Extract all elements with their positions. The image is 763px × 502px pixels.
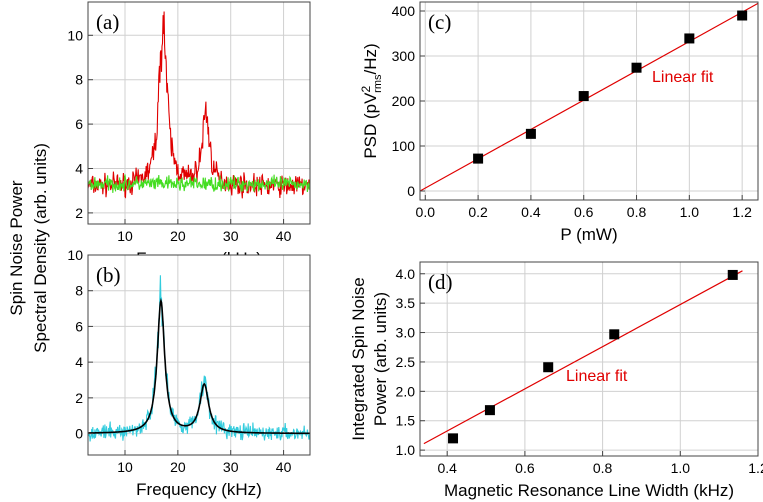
y-tick-label: 2 [75,390,83,406]
data-point [543,362,554,373]
plot-content [88,11,310,199]
x-tick-label: 20 [170,228,186,244]
y-tick-label: 200 [392,93,416,109]
x-axis-label: P (mW) [560,225,617,244]
data-point [631,62,642,73]
x-tick-label: 0.6 [574,204,594,220]
y-tick-label: 0 [75,426,83,442]
x-tick-label: 0.2 [468,204,488,220]
y-tick-label: 1.0 [396,442,416,458]
panel-tag: (a) [96,10,119,34]
y-tick-label: 2 [75,205,83,221]
shared-y-axis-label: Spin Noise Power Spectral Density (arb. … [7,143,50,353]
fit-label: Linear fit [566,368,628,385]
panel-a: 10203040246810Frequency (kHz)(a) [67,1,311,268]
x-tick-label: 0.4 [521,204,541,220]
y-tick-label: 400 [392,3,416,19]
x-tick-label: 20 [170,459,186,475]
plot-content [420,2,758,192]
y-label-sub: rms [372,74,384,93]
plot-content [88,275,310,442]
y-axis-label-line: Power (arb. units) [371,292,390,426]
plot-area [88,255,310,455]
x-axis-label: Magnetic Resonance Line Width (kHz) [444,481,734,500]
y-tick-label: 10 [67,247,83,263]
y-tick-label: 1.5 [396,413,416,429]
y-tick-label: 4.0 [396,266,416,282]
data-point [684,33,695,44]
y-axis-label-line: Integrated Spin Noise [349,277,368,441]
y-tick-label: 8 [75,72,83,88]
x-tick-label: 0.4 [437,460,457,476]
y-tick-label: 10 [67,27,83,43]
data-point [525,128,536,139]
data-point [727,269,738,280]
y-axis-label: PSD (pV2rms/Hz) [359,43,384,158]
data-point [609,329,620,340]
data-point [484,405,495,416]
x-tick-label: 40 [276,459,292,475]
plot-frame [87,254,311,456]
y-tick-label: 6 [75,318,83,334]
x-tick-label: 1.2 [748,460,763,476]
data-point [473,153,484,164]
shared-y-label-line-2: Spectral Density (arb. units) [31,143,50,353]
fit-label: Linear fit [652,69,714,86]
y-label-sup: 2 [359,86,373,93]
x-tick-label: 0.0 [416,204,436,220]
data-point [578,91,589,102]
panel-c: Linear fit 0.0 0.2 0.4 0.6 0.8 1.0 1.2 0 100 200 30… [359,1,759,244]
y-tick-label: 300 [392,48,416,64]
x-tick-label: 1.0 [671,460,691,476]
series-line-2 [88,297,310,435]
y-tick-label: 0 [407,183,415,199]
x-tick-label: 30 [223,228,239,244]
panel-d: Linear fit 0.4 0.6 0.8 1.0 1.2 1.0 1.5 2.0 2.5 3.0… [349,261,763,500]
y-label-suffix: /Hz) [361,43,380,74]
plot-frame [419,261,759,457]
x-tick-label: 10 [117,228,133,244]
x-tick-label: 0.6 [515,460,535,476]
y-tick-label: 100 [392,138,416,154]
plot-area [420,262,758,456]
panel-tag: (c) [428,10,451,34]
plot-content [423,269,743,445]
x-axis-label: Frequency (kHz) [136,480,262,499]
panel-tag: (d) [428,270,453,294]
y-tick-label: 3.0 [396,325,416,341]
y-axis-label: Integrated Spin Noise Power (arb. units) [349,277,390,441]
x-tick-label: 10 [117,459,133,475]
x-tick-label: 1.0 [680,204,700,220]
plot-frame [87,1,311,225]
shared-y-label-line-1: Spin Noise Power [7,180,26,315]
data-point [448,433,459,444]
y-tick-label: 3.5 [396,295,416,311]
y-tick-label: 6 [75,116,83,132]
data-point [737,10,748,21]
series-line-2 [88,174,310,193]
y-tick-label: 8 [75,283,83,299]
fit-line [423,270,743,445]
x-tick-label: 0.8 [593,460,613,476]
x-tick-label: 1.2 [732,204,752,220]
y-tick-label: 4 [75,354,83,370]
y-tick-label: 2.5 [396,354,416,370]
x-tick-label: 0.8 [627,204,647,220]
series-line-1 [88,11,310,199]
y-tick-label: 2.0 [396,383,416,399]
y-tick-label: 4 [75,161,83,177]
x-tick-label: 40 [276,228,292,244]
panel-tag: (b) [96,263,121,287]
y-label-prefix: PSD (pV [361,92,380,159]
x-tick-label: 30 [223,459,239,475]
